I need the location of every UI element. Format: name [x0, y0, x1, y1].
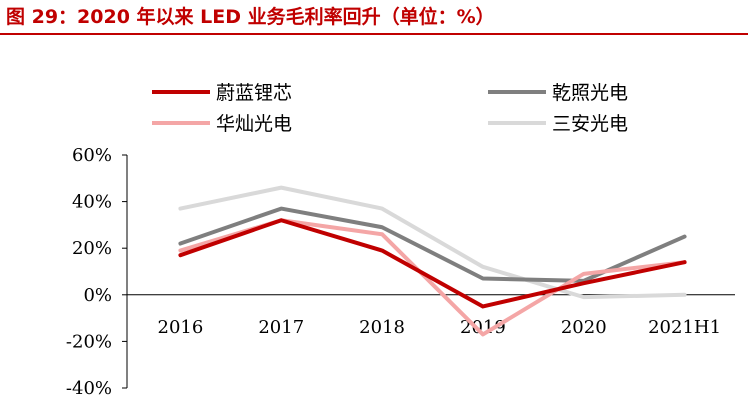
- legend-label: 华灿光电: [216, 113, 292, 135]
- y-tick-label: 20%: [72, 238, 112, 259]
- y-axis-tick-labels: -40% -20% 0% 20% 40% 60%: [66, 145, 112, 399]
- series-line-1: [178, 218, 687, 309]
- series-line-4: [178, 185, 687, 300]
- y-tick-label: 60%: [72, 145, 112, 166]
- x-tick-label: 2021H1: [648, 317, 721, 338]
- x-tick-label: 2018: [359, 317, 405, 338]
- title-underline: [0, 33, 748, 35]
- figure-title: 图 29：2020 年以来 LED 业务毛利率回升（单位：%）: [6, 6, 495, 28]
- x-tick-label: 2016: [158, 317, 204, 338]
- legend-label: 蔚蓝锂芯: [216, 82, 292, 104]
- y-tick-label: 40%: [72, 192, 112, 213]
- y-axis-ticks: [122, 154, 127, 389]
- legend-label: 乾照光电: [552, 82, 628, 104]
- y-tick-label: 0%: [83, 285, 112, 306]
- y-tick-label: -20%: [66, 331, 112, 352]
- x-tick-label: 2020: [561, 317, 607, 338]
- legend-label: 三安光电: [552, 113, 628, 135]
- series-lines: [178, 185, 687, 337]
- x-axis-tick-labels: 2016 2017 2018 2019 2020 2021H1: [158, 317, 722, 338]
- y-tick-label: -40%: [66, 378, 112, 399]
- x-tick-label: 2017: [258, 317, 304, 338]
